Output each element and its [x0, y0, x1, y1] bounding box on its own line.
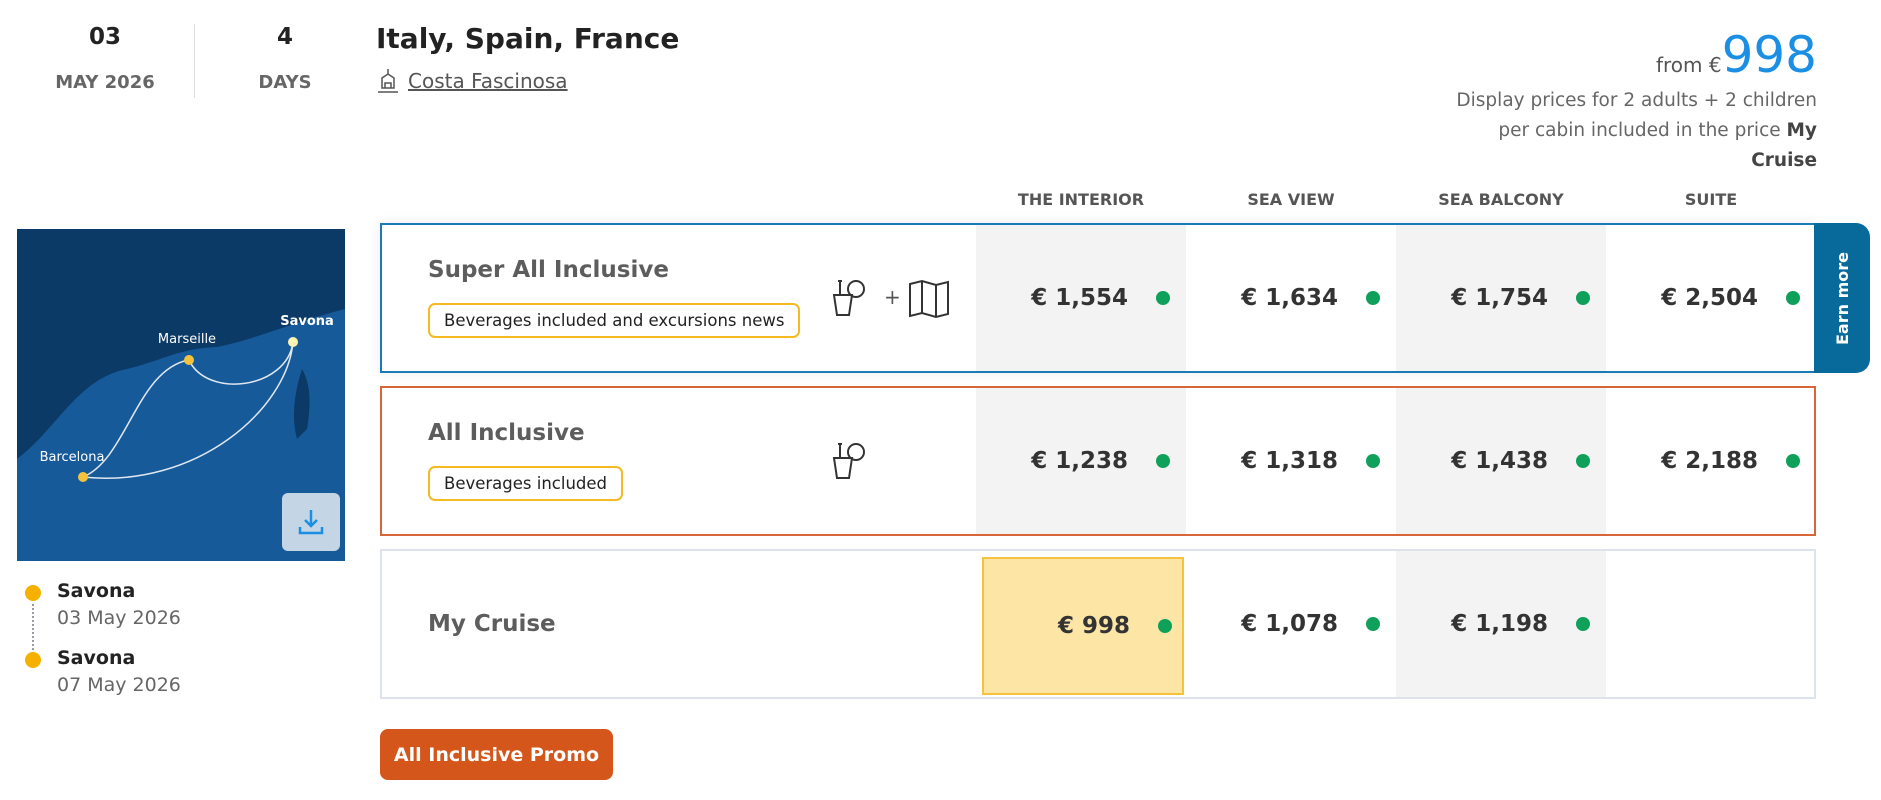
price-desc-bold: My Cruise [1751, 120, 1817, 171]
price-cell[interactable]: € 1,198 [1396, 551, 1606, 697]
fare-row-all-inclusive[interactable]: All Inclusive Beverages included € 1,238… [380, 386, 1816, 536]
price-cell[interactable]: € 2,188 [1606, 388, 1816, 534]
departure-date: 03 MAY 2026 [15, 24, 195, 93]
price-value: € 1,238 [1031, 448, 1128, 474]
cruise-title: Italy, Spain, France [376, 22, 680, 55]
departure-month: MAY 2026 [55, 72, 155, 93]
price-cell-selected[interactable]: € 998 [982, 557, 1184, 695]
itinerary-dot [25, 652, 41, 668]
availability-dot [1366, 454, 1380, 468]
route-line [82, 341, 294, 479]
duration-value: 4 [276, 24, 293, 50]
download-icon [298, 510, 324, 535]
price-desc-text: Display prices for 2 adults + 2 children… [1456, 90, 1817, 141]
itinerary-city: Savona [57, 647, 136, 669]
divider [194, 24, 195, 98]
price-cell[interactable]: € 1,238 [976, 388, 1186, 534]
ship-link[interactable]: Costa Fascinosa [376, 68, 568, 94]
beverage-icon [832, 280, 865, 316]
itinerary-date: 03 May 2026 [57, 607, 181, 629]
itinerary-connector [32, 604, 34, 654]
price-value: € 2,188 [1661, 448, 1758, 474]
ship-name[interactable]: Costa Fascinosa [408, 69, 568, 93]
from-label: from € [1655, 53, 1722, 77]
column-header-interior: THE INTERIOR [1017, 190, 1145, 209]
route-map[interactable]: Savona Marseille Barcelona [17, 229, 345, 561]
from-price: from €998 [1656, 26, 1817, 84]
price-cell[interactable]: € 1,754 [1396, 225, 1606, 371]
land-shape [17, 309, 345, 561]
availability-dot [1576, 454, 1590, 468]
column-header-suite: SUITE [1684, 190, 1738, 209]
earn-more-tab[interactable]: Earn more [1814, 223, 1870, 373]
fare-name: All Inclusive [428, 420, 585, 446]
fare-row-my-cruise[interactable]: My Cruise € 998 € 1,078 € 1,198 [380, 549, 1816, 699]
price-value: € 2,504 [1661, 285, 1758, 311]
itinerary-date: 07 May 2026 [57, 674, 181, 696]
availability-dot [1156, 291, 1170, 305]
price-value: € 1,754 [1451, 285, 1548, 311]
price-value: € 1,554 [1031, 285, 1128, 311]
fare-row-super-all-inclusive[interactable]: Super All Inclusive Beverages included a… [380, 223, 1816, 373]
price-description: Display prices for 2 adults + 2 children… [1437, 86, 1817, 176]
price-cell[interactable]: € 1,634 [1186, 225, 1396, 371]
price-cell[interactable]: € 1,554 [976, 225, 1186, 371]
beverage-icon [832, 443, 865, 479]
port-label: Marseille [158, 332, 216, 347]
duration: 4 DAYS [195, 24, 375, 93]
price-cell[interactable]: € 1,438 [1396, 388, 1606, 534]
column-header-sea-balcony: SEA BALCONY [1438, 190, 1564, 209]
availability-dot [1366, 291, 1380, 305]
column-header-sea-view: SEA VIEW [1247, 190, 1335, 209]
price-value: € 1,078 [1241, 611, 1338, 637]
from-price-value: 998 [1721, 26, 1817, 84]
download-map-button[interactable] [282, 493, 340, 551]
availability-dot [1158, 619, 1172, 633]
fare-badge: Beverages included [428, 466, 624, 501]
price-value: € 1,198 [1451, 611, 1548, 637]
fare-name: Super All Inclusive [428, 257, 669, 283]
availability-dot [1576, 291, 1590, 305]
port-marker [78, 472, 88, 482]
duration-unit: DAYS [258, 72, 312, 93]
price-value: € 998 [1057, 613, 1130, 639]
itinerary-dot [25, 585, 41, 601]
port-label: Savona [280, 314, 334, 329]
fare-badge: Beverages included and excursions news [428, 303, 801, 338]
all-inclusive-promo-button[interactable]: All Inclusive Promo [380, 729, 613, 780]
price-value: € 1,634 [1241, 285, 1338, 311]
port-label: Barcelona [40, 450, 105, 465]
ship-icon [378, 69, 398, 93]
price-value: € 1,438 [1451, 448, 1548, 474]
earn-more-label: Earn more [1832, 251, 1852, 345]
port-marker [288, 337, 298, 347]
island-shape [293, 369, 310, 439]
availability-dot [1786, 454, 1800, 468]
price-cell[interactable]: € 2,504 [1606, 225, 1816, 371]
departure-day: 03 [88, 24, 121, 50]
itinerary-city: Savona [57, 580, 136, 602]
price-cell[interactable]: € 1,078 [1186, 551, 1396, 697]
availability-dot [1366, 617, 1380, 631]
availability-dot [1576, 617, 1590, 631]
plus-icon: + [884, 285, 901, 309]
fare-name: My Cruise [428, 611, 556, 637]
price-value: € 1,318 [1241, 448, 1338, 474]
map-icon [909, 279, 949, 319]
availability-dot [1156, 454, 1170, 468]
price-cell[interactable]: € 1,318 [1186, 388, 1396, 534]
port-marker [184, 355, 194, 365]
availability-dot [1786, 291, 1800, 305]
